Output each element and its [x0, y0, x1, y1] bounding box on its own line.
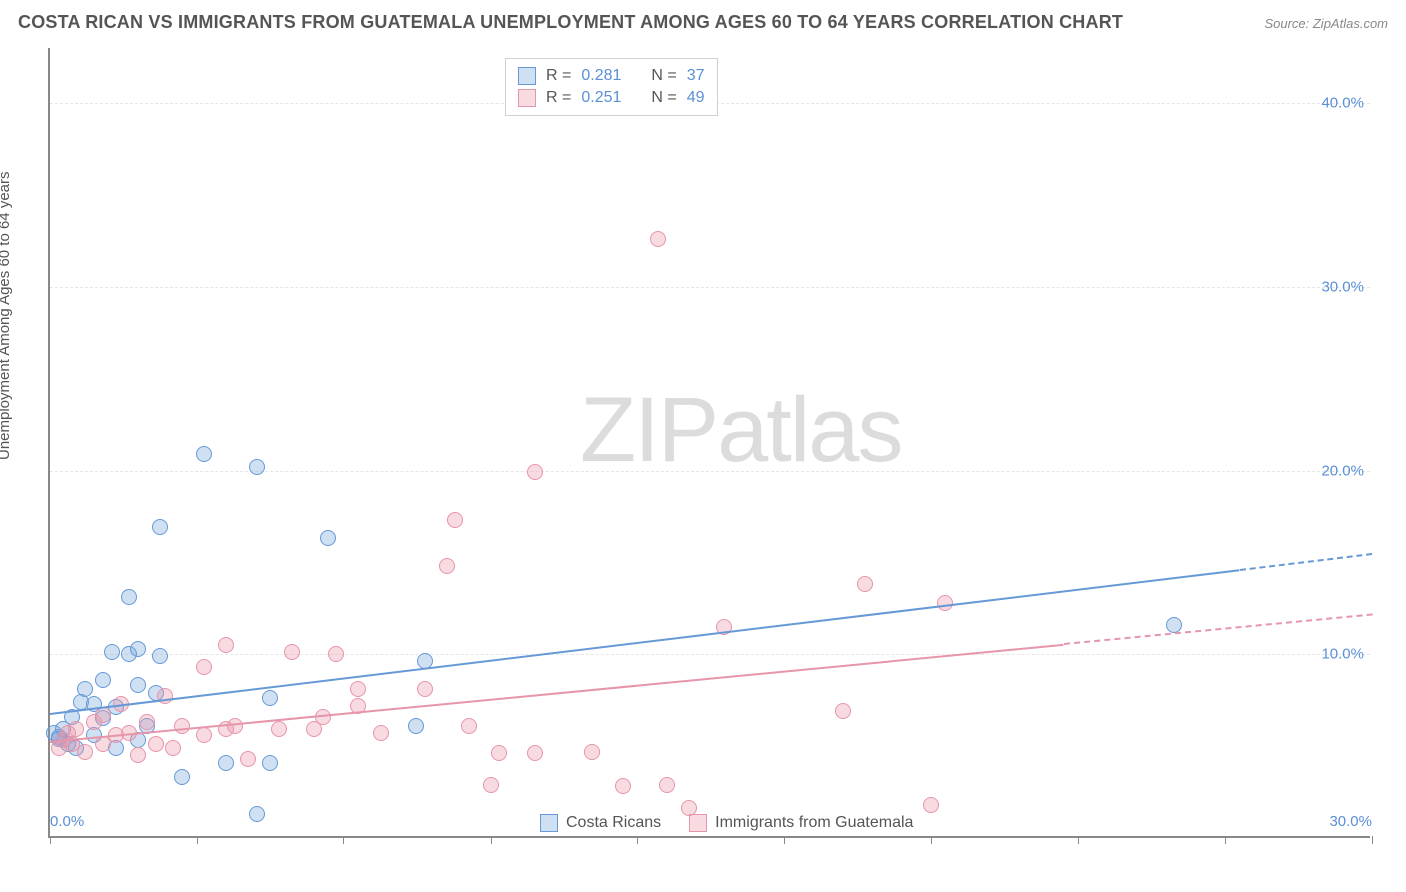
data-point: [130, 747, 146, 763]
legend-swatch: [689, 814, 707, 832]
y-tick-label: 40.0%: [1321, 95, 1364, 112]
n-value: 49: [687, 89, 705, 107]
legend-item: Costa Ricans: [540, 814, 661, 832]
data-point: [174, 769, 190, 785]
watermark: ZIPatlas: [580, 378, 901, 483]
x-tick: [50, 836, 51, 844]
data-point: [68, 721, 84, 737]
data-point: [320, 530, 336, 546]
data-point: [417, 681, 433, 697]
data-point: [373, 725, 389, 741]
data-point: [130, 641, 146, 657]
data-point: [196, 446, 212, 462]
data-point: [491, 745, 507, 761]
data-point: [350, 681, 366, 697]
data-point: [584, 744, 600, 760]
scatter-plot: ZIPatlas 10.0% 20.0% 30.0% 40.0% 0.0% 30.0% R …: [48, 48, 1370, 838]
n-label: N =: [651, 67, 676, 85]
data-point: [174, 718, 190, 734]
legend-swatch: [540, 814, 558, 832]
data-point: [483, 777, 499, 793]
trend-line: [1063, 614, 1372, 646]
x-tick: [931, 836, 932, 844]
chart-title: COSTA RICAN VS IMMIGRANTS FROM GUATEMALA…: [18, 12, 1123, 33]
legend-row: R = 0.251 N = 49: [518, 87, 705, 109]
x-tick: [1372, 836, 1373, 844]
r-label: R =: [546, 89, 571, 107]
data-point: [104, 644, 120, 660]
r-label: R =: [546, 67, 571, 85]
data-point: [196, 727, 212, 743]
data-point: [95, 672, 111, 688]
x-tick: [1078, 836, 1079, 844]
data-point: [121, 589, 137, 605]
y-axis-label: Unemployment Among Ages 60 to 64 years: [0, 171, 13, 460]
data-point: [240, 751, 256, 767]
data-point: [527, 745, 543, 761]
data-point: [937, 595, 953, 611]
data-point: [196, 659, 212, 675]
gridline-horizontal: [50, 471, 1370, 472]
data-point: [447, 512, 463, 528]
data-point: [148, 736, 164, 752]
data-point: [77, 681, 93, 697]
data-point: [328, 646, 344, 662]
n-label: N =: [651, 89, 676, 107]
data-point: [284, 644, 300, 660]
data-point: [1166, 617, 1182, 633]
watermark-atlas: atlas: [717, 379, 901, 481]
x-tick-label: 0.0%: [50, 813, 84, 830]
data-point: [157, 688, 173, 704]
data-point: [271, 721, 287, 737]
n-value: 37: [687, 67, 705, 85]
legend-item: Immigrants from Guatemala: [689, 814, 913, 832]
data-point: [615, 778, 631, 794]
gridline-horizontal: [50, 287, 1370, 288]
data-point: [139, 714, 155, 730]
data-point: [152, 519, 168, 535]
data-point: [923, 797, 939, 813]
data-point: [249, 806, 265, 822]
x-tick: [637, 836, 638, 844]
legend-row: R = 0.281 N = 37: [518, 65, 705, 87]
data-point: [218, 637, 234, 653]
x-tick: [197, 836, 198, 844]
legend-label: Immigrants from Guatemala: [715, 814, 913, 832]
data-point: [165, 740, 181, 756]
data-point: [130, 677, 146, 693]
y-tick-label: 20.0%: [1321, 462, 1364, 479]
data-point: [249, 459, 265, 475]
data-point: [527, 464, 543, 480]
series-legend: Costa Ricans Immigrants from Guatemala: [540, 814, 913, 832]
data-point: [152, 648, 168, 664]
trend-line: [1240, 553, 1372, 571]
y-tick-label: 30.0%: [1321, 278, 1364, 295]
r-value: 0.251: [581, 89, 621, 107]
gridline-horizontal: [50, 654, 1370, 655]
x-tick: [491, 836, 492, 844]
r-value: 0.281: [581, 67, 621, 85]
x-tick-label: 30.0%: [1329, 813, 1372, 830]
legend-swatch: [518, 67, 536, 85]
x-tick: [784, 836, 785, 844]
data-point: [461, 718, 477, 734]
legend-swatch: [518, 89, 536, 107]
data-point: [262, 690, 278, 706]
y-tick-label: 10.0%: [1321, 646, 1364, 663]
legend-label: Costa Ricans: [566, 814, 661, 832]
source-label: Source: ZipAtlas.com: [1264, 16, 1388, 31]
data-point: [857, 576, 873, 592]
data-point: [262, 755, 278, 771]
data-point: [835, 703, 851, 719]
data-point: [439, 558, 455, 574]
x-tick: [1225, 836, 1226, 844]
data-point: [77, 744, 93, 760]
x-tick: [343, 836, 344, 844]
watermark-zip: ZIP: [580, 379, 717, 481]
correlation-legend: R = 0.281 N = 37 R = 0.251 N = 49: [505, 58, 718, 116]
data-point: [650, 231, 666, 247]
data-point: [659, 777, 675, 793]
data-point: [218, 755, 234, 771]
data-point: [408, 718, 424, 734]
